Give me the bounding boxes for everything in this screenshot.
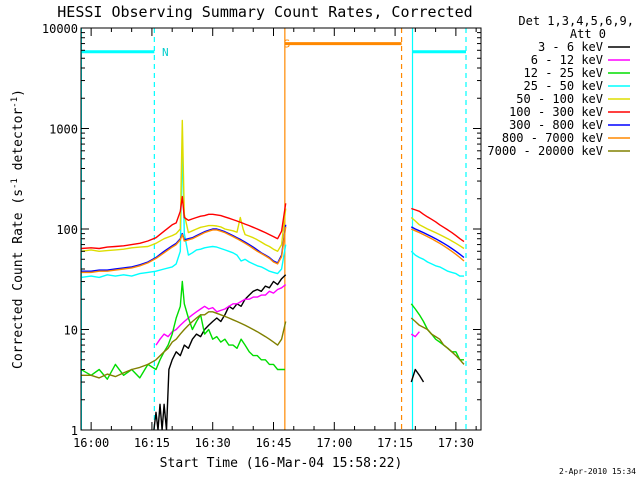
series-line-2-seg-1: [410, 303, 464, 361]
y-axis-label-main: Corrected Count Rate (s: [11, 189, 26, 369]
legend-label-7: 800 - 7000 keV: [502, 131, 603, 145]
legend-label-1: 6 - 12 keV: [531, 53, 603, 67]
y-axis-ticks: 1 10 100 1000 10000: [42, 22, 481, 438]
series-line-0-seg-0: [153, 274, 287, 430]
y-tick-label-1: 10: [64, 324, 78, 338]
x-axis-ticks: 16:00 16:15 16:30 16:45 17:00 17:15 17:30: [73, 28, 477, 450]
chart-title: HESSI Observing Summary Count Rates, Cor…: [57, 3, 472, 21]
data-series: [81, 119, 465, 430]
x-tick-label-5: 17:15: [377, 436, 413, 450]
flag-annotation-1: S: [284, 38, 291, 51]
y-axis-label-end: ): [11, 89, 26, 97]
x-tick-label-3: 16:45: [255, 436, 291, 450]
series-line-3-seg-1: [410, 250, 464, 277]
legend-label-0: 3 - 6 keV: [538, 40, 603, 54]
series-line-4-seg-0: [81, 119, 287, 253]
x-axis-label: Start Time (16-Mar-04 15:58:22): [160, 456, 403, 471]
legend-header-1: Det 1,3,4,5,6,9,: [518, 14, 634, 28]
x-tick-label-0: 16:00: [73, 436, 109, 450]
series-line-1-seg-1: [410, 331, 420, 338]
series-line-4-seg-1: [410, 216, 465, 250]
x-tick-label-2: 16:30: [195, 436, 231, 450]
series-line-7-seg-0: [81, 226, 287, 274]
legend-label-3: 25 - 50 keV: [524, 79, 603, 93]
series-line-6-seg-1: [410, 226, 465, 259]
series-line-5-seg-1: [411, 207, 465, 243]
y-tick-label-3: 1000: [49, 123, 78, 137]
y-axis-label-mid: detector: [11, 108, 26, 179]
x-tick-label-6: 17:30: [438, 436, 474, 450]
legend-label-5: 100 - 300 keV: [509, 105, 603, 119]
legend-label-8: 7000 - 20000 keV: [487, 144, 603, 158]
series-line-3-seg-0: [81, 143, 287, 279]
x-tick-label-1: 16:15: [134, 436, 170, 450]
legend-label-6: 300 - 800 keV: [509, 118, 603, 132]
y-tick-label-4: 10000: [42, 22, 78, 36]
y-axis-label-sup1: -1: [10, 178, 20, 189]
legend-label-2: 12 - 25 keV: [524, 66, 603, 80]
series-line-8-seg-0: [81, 311, 287, 379]
series-line-8-seg-1: [410, 317, 465, 365]
x-tick-label-4: 17:00: [316, 436, 352, 450]
y-tick-label-0: 1: [71, 424, 78, 438]
flag-bars: [81, 42, 467, 54]
y-tick-label-2: 100: [56, 223, 78, 237]
flag-annotation-0: N: [162, 46, 169, 59]
annotations: NS: [162, 38, 290, 59]
footer-date: 2-Apr-2010 15:34: [559, 467, 636, 476]
y-axis-label: Corrected Count Rate (s-1 detector-1): [10, 89, 26, 369]
legend-header-2: Att 0: [570, 27, 606, 41]
y-axis-label-sup2: -1: [10, 97, 20, 108]
series-line-1-seg-0: [155, 284, 287, 346]
legend-label-4: 50 - 100 keV: [516, 92, 603, 106]
series-line-6-seg-0: [81, 224, 287, 272]
series-line-0-seg-1: [410, 368, 425, 383]
series-line-7-seg-1: [411, 228, 465, 262]
series-line-5-seg-0: [81, 195, 287, 250]
